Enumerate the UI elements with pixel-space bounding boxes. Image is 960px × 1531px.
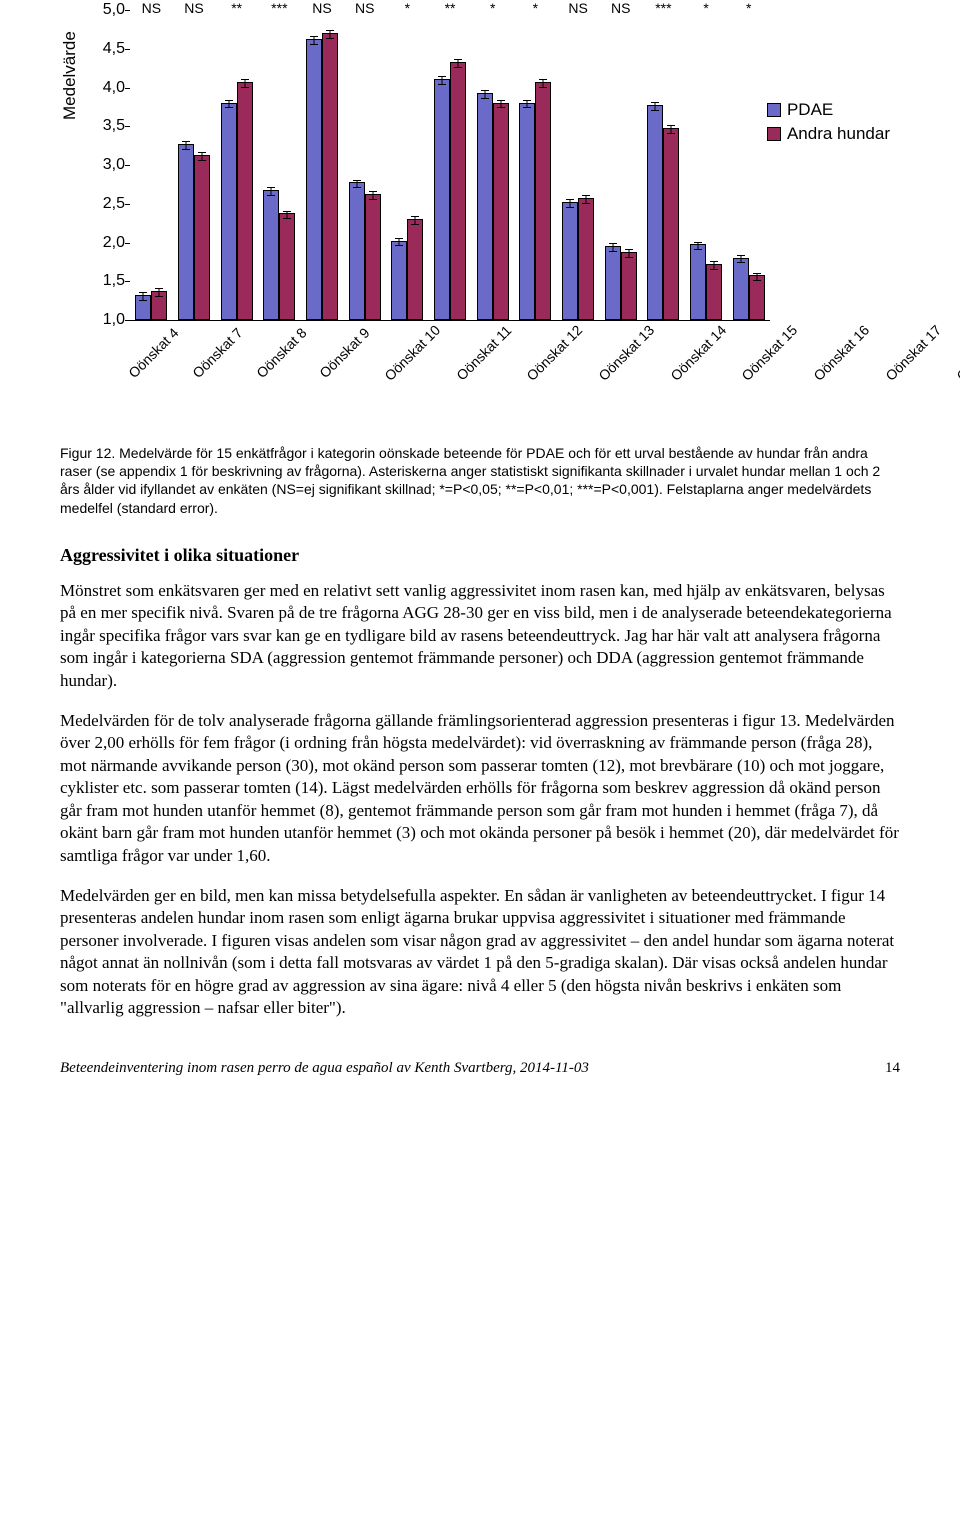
- bar-group: [642, 10, 685, 320]
- x-tick-label: Oönskat 7: [189, 325, 245, 381]
- x-labels: Oönskat 4Oönskat 7Oönskat 8Oönskat 9Oöns…: [130, 325, 770, 341]
- bar-andra: [578, 198, 594, 320]
- body-paragraph-3: Medelvärden ger en bild, men kan missa b…: [60, 885, 900, 1020]
- bar-group: [599, 10, 642, 320]
- bar-andra: [706, 264, 722, 320]
- legend-item-pdae: PDAE: [767, 100, 890, 120]
- bar-chart: Medelvärde NSNS*****NSNS*****NSNS***** 1…: [70, 0, 890, 420]
- x-tick-label: Oönskat 8: [253, 325, 309, 381]
- bar-pdae: [690, 244, 706, 320]
- bar-group: [173, 10, 216, 320]
- legend-swatch-pdae: [767, 103, 781, 117]
- bar-pdae: [519, 103, 535, 320]
- bar-pdae: [178, 144, 194, 320]
- bar-group: [215, 10, 258, 320]
- bar-andra: [151, 291, 167, 320]
- bar-andra: [621, 252, 637, 320]
- bar-group: [471, 10, 514, 320]
- bar-group: [258, 10, 301, 320]
- bar-pdae: [135, 295, 151, 320]
- bar-andra: [322, 33, 338, 320]
- bars-container: [130, 10, 770, 320]
- y-ticks: 1,01,52,02,53,03,54,04,55,0: [90, 10, 125, 320]
- bar-andra: [194, 155, 210, 320]
- y-tick-label: 5,0: [90, 1, 125, 19]
- bar-andra: [407, 219, 423, 320]
- x-tick-label: Oönskat 15: [739, 322, 801, 384]
- y-tick-label: 4,5: [90, 40, 125, 58]
- x-tick-label: Oönskat 9: [317, 325, 373, 381]
- bar-andra: [663, 128, 679, 320]
- y-axis-label: Medelvärde: [60, 31, 80, 120]
- x-tick-label: Oönskat 12: [524, 322, 586, 384]
- bar-pdae: [647, 105, 663, 320]
- x-tick-label: Oönskat 16: [810, 322, 872, 384]
- bar-pdae: [263, 190, 279, 320]
- bar-group: [386, 10, 429, 320]
- legend-item-andra: Andra hundar: [767, 124, 890, 144]
- y-tick-label: 3,5: [90, 117, 125, 135]
- bar-pdae: [434, 79, 450, 320]
- plot-area: [130, 10, 770, 321]
- bar-pdae: [733, 258, 749, 320]
- x-tick-label: Oönskat 14: [667, 322, 729, 384]
- bar-pdae: [306, 39, 322, 320]
- legend-swatch-andra: [767, 127, 781, 141]
- page-footer: Beteendeinventering inom rasen perro de …: [60, 1060, 900, 1077]
- legend-label-pdae: PDAE: [787, 100, 833, 120]
- y-tick-label: 2,5: [90, 195, 125, 213]
- x-tick-label: Oönskat 13: [595, 322, 657, 384]
- bar-pdae: [221, 103, 237, 320]
- x-tick-label: Oönskat 10: [382, 322, 444, 384]
- bar-andra: [749, 275, 765, 320]
- bar-pdae: [562, 202, 578, 320]
- bar-andra: [493, 103, 509, 320]
- x-tick-label: Oönskat 4: [125, 325, 181, 381]
- bar-andra: [450, 62, 466, 320]
- bar-group: [685, 10, 728, 320]
- bar-group: [727, 10, 770, 320]
- bar-andra: [237, 82, 253, 320]
- bar-group: [130, 10, 173, 320]
- body-paragraph-1: Mönstret som enkätsvaren ger med en rela…: [60, 580, 900, 692]
- page-number: 14: [885, 1060, 900, 1077]
- bar-andra: [535, 82, 551, 320]
- bar-group: [301, 10, 344, 320]
- bar-group: [514, 10, 557, 320]
- bar-group: [557, 10, 600, 320]
- body-paragraph-2: Medelvärden för de tolv analyserade fråg…: [60, 710, 900, 867]
- y-tick-label: 1,5: [90, 272, 125, 290]
- x-tick-label: Oönskat 17: [882, 322, 944, 384]
- bar-group: [343, 10, 386, 320]
- bar-andra: [365, 194, 381, 320]
- footer-text: Beteendeinventering inom rasen perro de …: [60, 1060, 589, 1077]
- figure-caption: Figur 12. Medelvärde för 15 enkätfrågor …: [60, 444, 900, 517]
- bar-pdae: [477, 93, 493, 320]
- y-tick-label: 1,0: [90, 311, 125, 329]
- y-tick-label: 3,0: [90, 156, 125, 174]
- section-heading: Aggressivitet i olika situationer: [60, 545, 900, 566]
- y-tick-label: 2,0: [90, 234, 125, 252]
- legend-label-andra: Andra hundar: [787, 124, 890, 144]
- x-tick-label: Oönskat 18: [953, 322, 960, 384]
- x-tick-label: Oönskat 11: [453, 322, 514, 383]
- legend: PDAE Andra hundar: [767, 100, 890, 148]
- y-tick-label: 4,0: [90, 79, 125, 97]
- bar-pdae: [391, 241, 407, 321]
- bar-group: [429, 10, 472, 320]
- bar-pdae: [349, 182, 365, 320]
- bar-andra: [279, 213, 295, 320]
- bar-pdae: [605, 246, 621, 320]
